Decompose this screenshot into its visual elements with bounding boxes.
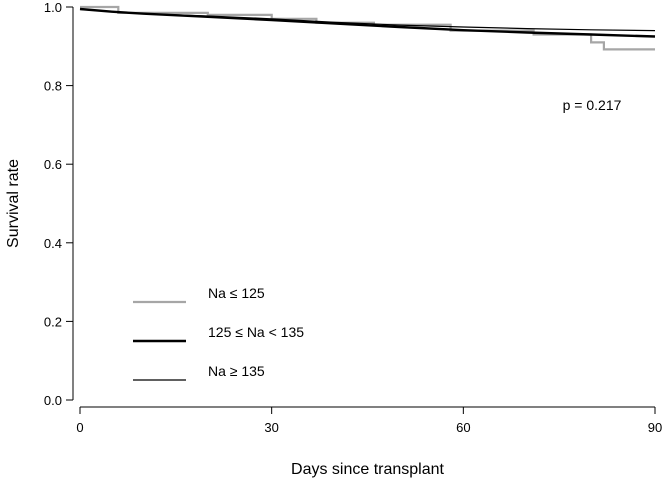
y-tick-label: 0.4 — [44, 236, 62, 251]
y-ticks: 0.0 0.2 0.4 0.6 0.8 1.0 — [44, 0, 73, 408]
series-line-1 — [80, 5, 655, 51]
y-tick-label: 0.6 — [44, 157, 62, 172]
y-tick-label: 0.0 — [44, 393, 62, 408]
series-line-3 — [79, 8, 656, 32]
x-ticks: 0 30 60 90 — [76, 407, 662, 435]
x-tick-label: 90 — [648, 420, 662, 435]
x-axis-title: Days since transplant — [291, 461, 445, 478]
legend-label: 125 ≤ Na < 135 — [208, 324, 304, 340]
series-layer — [79, 5, 656, 51]
x-tick-label: 60 — [456, 420, 470, 435]
x-tick-label: 30 — [264, 420, 278, 435]
y-axis-title: Survival rate — [5, 159, 22, 248]
y-tick-label: 0.2 — [44, 314, 62, 329]
legend: Na ≤ 125 125 ≤ Na < 135 Na ≥ 135 — [133, 285, 304, 381]
legend-label: Na ≥ 135 — [208, 363, 265, 379]
x-tick-label: 0 — [76, 420, 83, 435]
axes — [72, 7, 655, 408]
y-tick-label: 0.8 — [44, 79, 62, 94]
p-value-annotation: p = 0.217 — [563, 97, 622, 113]
legend-label: Na ≤ 125 — [208, 285, 265, 301]
y-tick-label: 1.0 — [44, 0, 62, 15]
